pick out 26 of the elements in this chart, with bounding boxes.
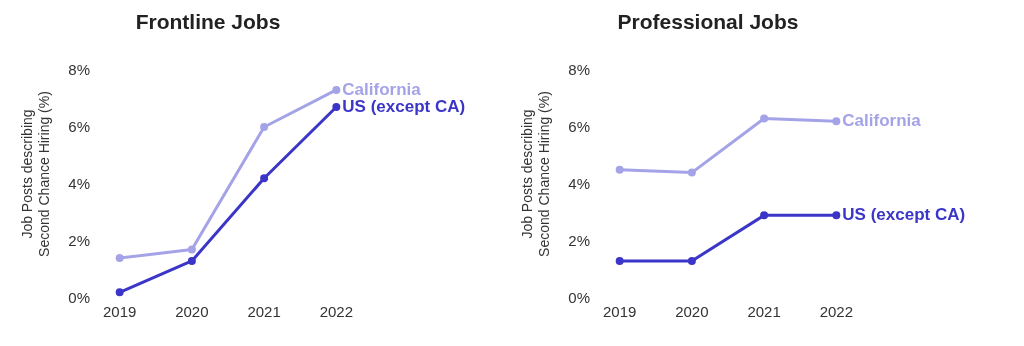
series-label: US (except CA) bbox=[842, 205, 966, 225]
y-tick-label: 6% bbox=[568, 118, 590, 136]
x-tick-label: 2020 bbox=[175, 302, 209, 320]
y-tick-label: 4% bbox=[568, 175, 590, 193]
x-tick-label: 2021 bbox=[747, 302, 781, 320]
y-tick-label: 4% bbox=[68, 175, 90, 193]
x-tick-label: 2019 bbox=[602, 302, 637, 320]
chart-title: Frontline Jobs bbox=[134, 10, 282, 34]
y-tick-label: 6% bbox=[68, 118, 90, 136]
y-axis-title: Job Posts describing Second Chance Hiring (%) bbox=[19, 91, 52, 257]
y-tick-label: 0% bbox=[568, 289, 590, 307]
y-axis-title: Job Posts describing Second Chance Hiring (%) bbox=[519, 91, 552, 257]
chart-title: Professional Jobs bbox=[616, 10, 800, 34]
x-tick-label: 2022 bbox=[319, 302, 354, 320]
y-tick-label: 8% bbox=[568, 61, 590, 79]
x-tick-label: 2020 bbox=[675, 302, 709, 320]
x-tick-label: 2019 bbox=[102, 302, 137, 320]
y-tick-label: 0% bbox=[68, 289, 90, 307]
series-label: US (except CA) bbox=[342, 97, 466, 117]
y-tick-label: 8% bbox=[68, 61, 90, 79]
x-tick-label: 2022 bbox=[819, 302, 854, 320]
series-label: California bbox=[842, 111, 922, 131]
y-tick-label: 2% bbox=[568, 232, 590, 250]
series-label: California bbox=[342, 79, 422, 99]
x-tick-label: 2021 bbox=[247, 302, 281, 320]
y-tick-label: 2% bbox=[68, 232, 90, 250]
